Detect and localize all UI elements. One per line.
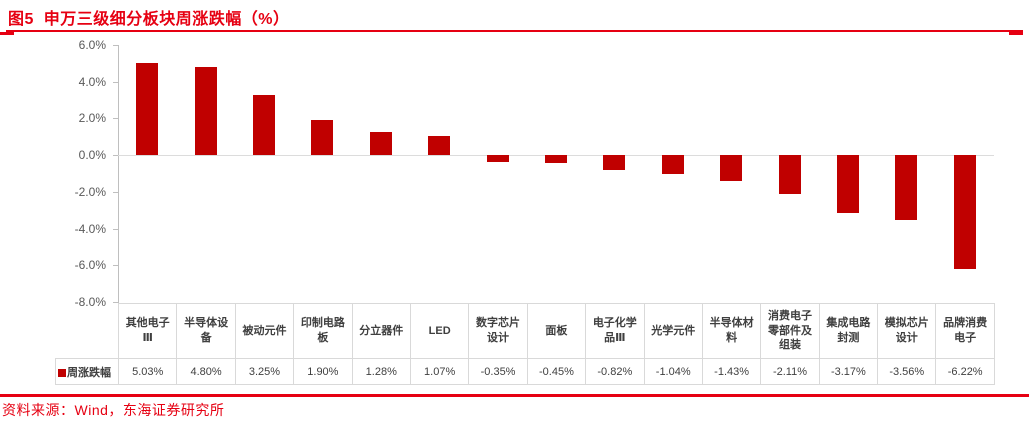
table-value-cell: 1.90% bbox=[293, 358, 353, 385]
source-note: 资料来源：Wind，东海证券研究所 bbox=[2, 402, 225, 418]
y-axis-label: -2.0% bbox=[74, 184, 106, 199]
table-value-cell: 5.03% bbox=[117, 358, 178, 385]
table-category-header: 面板 bbox=[526, 303, 587, 359]
table-value-cell: -1.43% bbox=[701, 358, 762, 385]
table-value-cell: 3.25% bbox=[234, 358, 295, 385]
y-axis-label: -6.0% bbox=[74, 258, 106, 273]
table-value-cell: 4.80% bbox=[176, 358, 236, 385]
bar bbox=[661, 155, 684, 175]
table-category-header: 模拟芯片设计 bbox=[877, 303, 937, 359]
table-category-header: 被动元件 bbox=[234, 303, 295, 359]
chart-data-table: 其他电子Ⅲ 半导体设备 被动元件 印制电路板 分立器件 LED 数字芯片设计 面板 电子化学品Ⅲ… bbox=[55, 303, 995, 385]
bar bbox=[428, 135, 451, 156]
y-axis-tick bbox=[113, 118, 118, 120]
title-underline-cap-left bbox=[0, 32, 14, 35]
table-value-cell: 1.07% bbox=[409, 358, 470, 385]
table-value-cell: -0.35% bbox=[468, 358, 528, 385]
bar bbox=[136, 62, 159, 156]
bar bbox=[837, 155, 859, 214]
y-axis-tick bbox=[113, 191, 118, 193]
table-category-header: 集成电路封测 bbox=[818, 303, 879, 359]
table-category-header: 半导体设备 bbox=[176, 303, 236, 359]
table-value-cell: 1.28% bbox=[351, 358, 411, 385]
footer-rule bbox=[0, 394, 1029, 397]
y-axis-label: 4.0% bbox=[78, 74, 106, 89]
legend-key: 周涨跌幅 bbox=[55, 358, 119, 385]
y-axis-tick bbox=[113, 265, 118, 267]
bar bbox=[778, 155, 801, 194]
table-corner-blank bbox=[56, 304, 119, 359]
table-category-header: 电子化学品Ⅲ bbox=[585, 303, 645, 359]
table-category-header: LED bbox=[409, 303, 470, 359]
y-axis-label: -8.0% bbox=[74, 295, 106, 309]
title-underline-cap-right bbox=[1009, 32, 1023, 35]
table-category-header: 半导体材料 bbox=[701, 303, 762, 359]
table-value-cell: -0.45% bbox=[526, 358, 587, 385]
y-axis-tick bbox=[113, 155, 118, 157]
table-category-header: 印制电路板 bbox=[293, 303, 353, 359]
y-axis-tick bbox=[113, 302, 118, 303]
legend-swatch-icon bbox=[58, 368, 66, 377]
y-axis-tick bbox=[113, 45, 118, 46]
table-category-header: 其他电子Ⅲ bbox=[117, 303, 178, 359]
y-axis-tick bbox=[113, 81, 118, 83]
table-value-cell: -1.04% bbox=[643, 358, 703, 385]
table-category-header: 品牌消费电子 bbox=[935, 303, 995, 359]
bar bbox=[603, 155, 626, 171]
table-category-header: 消费电子零部件及组装 bbox=[760, 303, 820, 359]
table-category-header: 数字芯片设计 bbox=[468, 303, 528, 359]
title-underline bbox=[6, 30, 1023, 32]
y-axis-label: 6.0% bbox=[78, 38, 106, 52]
table-category-header: 光学元件 bbox=[643, 303, 703, 359]
y-axis-label: 2.0% bbox=[78, 111, 106, 126]
figure-title: 图5 申万三级细分板块周涨跌幅（%） bbox=[8, 11, 290, 28]
bar bbox=[953, 155, 976, 270]
bar bbox=[895, 155, 918, 221]
bar bbox=[720, 155, 743, 182]
table-value-cell: -3.56% bbox=[877, 358, 937, 385]
table-value-cell: -6.22% bbox=[935, 358, 995, 385]
bar bbox=[253, 95, 275, 156]
y-axis-line bbox=[118, 45, 119, 383]
table-value-cell: -2.11% bbox=[760, 358, 820, 385]
table-value-cell: -3.17% bbox=[818, 358, 879, 385]
legend-series-name: 周涨跌幅 bbox=[67, 366, 111, 379]
bar bbox=[369, 131, 392, 156]
bar bbox=[486, 155, 509, 162]
table-category-header: 分立器件 bbox=[351, 303, 411, 359]
y-axis-tick bbox=[113, 228, 118, 230]
bar bbox=[311, 120, 334, 156]
bar bbox=[194, 67, 217, 156]
y-axis-label: 0.0% bbox=[78, 148, 106, 163]
table-value-cell: -0.82% bbox=[585, 358, 645, 385]
bar bbox=[545, 155, 567, 164]
y-axis-label: -4.0% bbox=[74, 221, 106, 236]
